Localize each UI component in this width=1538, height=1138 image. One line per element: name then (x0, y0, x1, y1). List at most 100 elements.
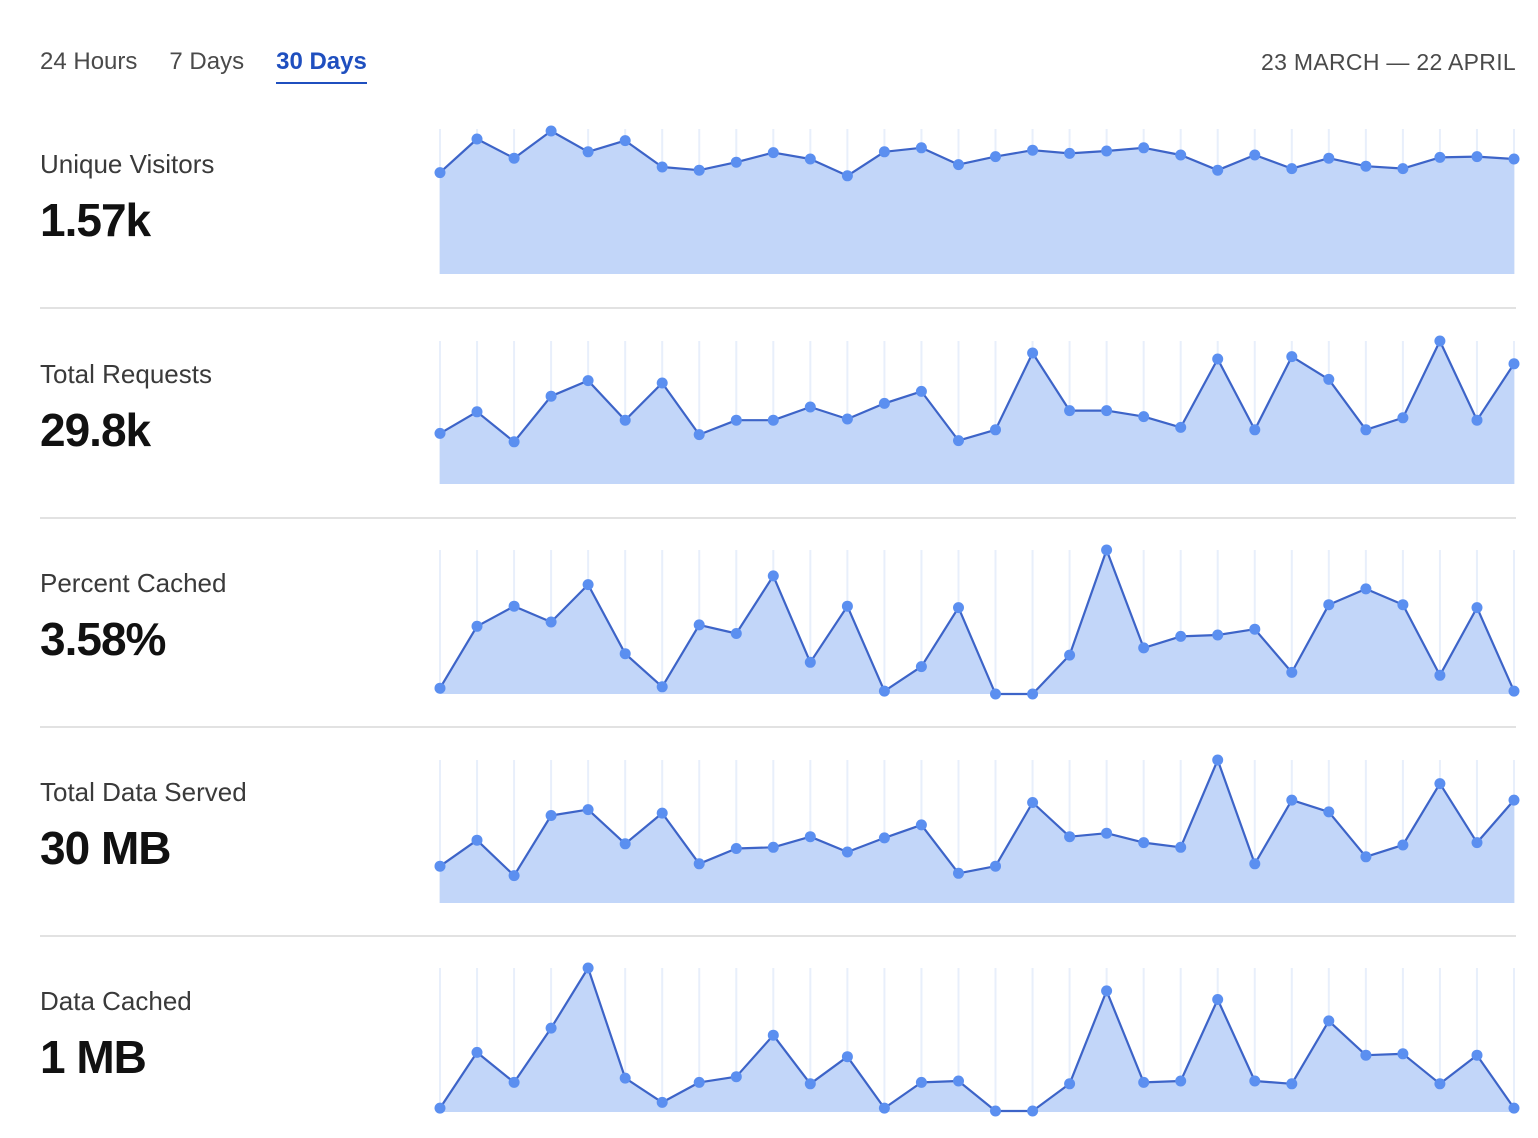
data-point[interactable] (1027, 688, 1039, 700)
data-point[interactable] (1397, 599, 1409, 611)
data-point[interactable] (915, 661, 927, 673)
data-point[interactable] (841, 413, 853, 425)
data-point[interactable] (1434, 151, 1446, 163)
data-point[interactable] (767, 414, 779, 426)
data-point[interactable] (767, 570, 779, 582)
data-point[interactable] (508, 1076, 520, 1088)
data-point[interactable] (1138, 411, 1150, 423)
data-point[interactable] (804, 153, 816, 165)
data-point[interactable] (1027, 347, 1039, 359)
data-point[interactable] (619, 648, 631, 660)
data-point[interactable] (841, 170, 853, 182)
data-point[interactable] (1138, 837, 1150, 849)
data-point[interactable] (1175, 841, 1187, 853)
data-point[interactable] (804, 831, 816, 843)
data-point[interactable] (1286, 163, 1298, 175)
data-point[interactable] (1249, 424, 1261, 436)
data-point[interactable] (1286, 666, 1298, 678)
data-point[interactable] (990, 424, 1001, 436)
data-point[interactable] (1434, 669, 1446, 681)
data-point[interactable] (1508, 358, 1520, 370)
data-point[interactable] (1397, 1048, 1409, 1060)
data-point[interactable] (1212, 164, 1224, 176)
data-point[interactable] (545, 125, 557, 137)
data-point[interactable] (1027, 1105, 1039, 1117)
data-point[interactable] (1064, 147, 1076, 159)
data-point[interactable] (1249, 1075, 1261, 1087)
data-point[interactable] (767, 841, 779, 853)
data-point[interactable] (878, 397, 890, 409)
data-point[interactable] (545, 1022, 557, 1034)
data-point[interactable] (1471, 151, 1483, 163)
data-point[interactable] (1508, 153, 1520, 165)
data-point[interactable] (990, 1105, 1001, 1117)
data-point[interactable] (1508, 794, 1520, 806)
data-point[interactable] (1027, 797, 1039, 808)
data-point[interactable] (1360, 583, 1372, 595)
data-point[interactable] (1286, 1078, 1298, 1090)
data-point[interactable] (841, 846, 853, 858)
data-point[interactable] (915, 819, 927, 831)
data-point[interactable] (545, 810, 557, 821)
data-point[interactable] (878, 685, 890, 697)
data-point[interactable] (990, 151, 1001, 163)
data-point[interactable] (693, 858, 705, 870)
data-point[interactable] (1138, 642, 1150, 654)
data-point[interactable] (730, 414, 742, 426)
data-point[interactable] (434, 167, 446, 179)
data-point[interactable] (1249, 149, 1261, 161)
data-point[interactable] (1064, 649, 1076, 661)
data-point[interactable] (1471, 1049, 1483, 1061)
data-point[interactable] (1434, 1078, 1446, 1090)
data-point[interactable] (1508, 685, 1520, 697)
data-point[interactable] (1175, 421, 1187, 433)
data-point[interactable] (1360, 424, 1372, 436)
data-point[interactable] (471, 1046, 483, 1058)
data-point[interactable] (730, 1071, 742, 1083)
data-point[interactable] (1027, 144, 1039, 156)
data-point[interactable] (730, 628, 742, 639)
data-point[interactable] (582, 804, 594, 816)
data-point[interactable] (545, 616, 557, 628)
data-point[interactable] (915, 385, 927, 397)
data-point[interactable] (508, 600, 520, 612)
data-point[interactable] (1323, 152, 1335, 164)
data-point[interactable] (582, 962, 594, 974)
data-point[interactable] (1323, 373, 1335, 385)
data-point[interactable] (1360, 1049, 1372, 1061)
data-point[interactable] (1212, 754, 1224, 766)
data-point[interactable] (656, 161, 668, 173)
data-point[interactable] (1323, 1015, 1335, 1027)
data-point[interactable] (841, 1051, 853, 1063)
data-point[interactable] (582, 146, 594, 158)
data-point[interactable] (434, 682, 446, 694)
data-point[interactable] (1212, 994, 1224, 1005)
data-point[interactable] (953, 435, 964, 447)
data-point[interactable] (656, 681, 668, 693)
data-point[interactable] (953, 602, 964, 614)
data-point[interactable] (804, 1078, 816, 1090)
data-point[interactable] (508, 870, 520, 882)
data-point[interactable] (1101, 145, 1113, 157)
data-point[interactable] (1471, 414, 1483, 426)
tab-7-days[interactable]: 7 Days (169, 48, 245, 75)
data-point[interactable] (582, 375, 594, 387)
data-point[interactable] (619, 1072, 631, 1084)
data-point[interactable] (1397, 839, 1409, 851)
data-point[interactable] (1064, 831, 1076, 843)
data-point[interactable] (730, 156, 742, 168)
data-point[interactable] (953, 159, 964, 171)
data-point[interactable] (693, 429, 705, 441)
data-point[interactable] (693, 1076, 705, 1088)
data-point[interactable] (545, 390, 557, 402)
data-point[interactable] (1360, 851, 1372, 863)
data-point[interactable] (804, 401, 816, 413)
data-point[interactable] (915, 142, 927, 154)
data-point[interactable] (990, 860, 1001, 872)
data-point[interactable] (878, 832, 890, 844)
data-point[interactable] (693, 164, 705, 176)
data-point[interactable] (1471, 602, 1483, 614)
data-point[interactable] (619, 135, 631, 147)
data-point[interactable] (767, 147, 779, 159)
data-point[interactable] (730, 843, 742, 854)
